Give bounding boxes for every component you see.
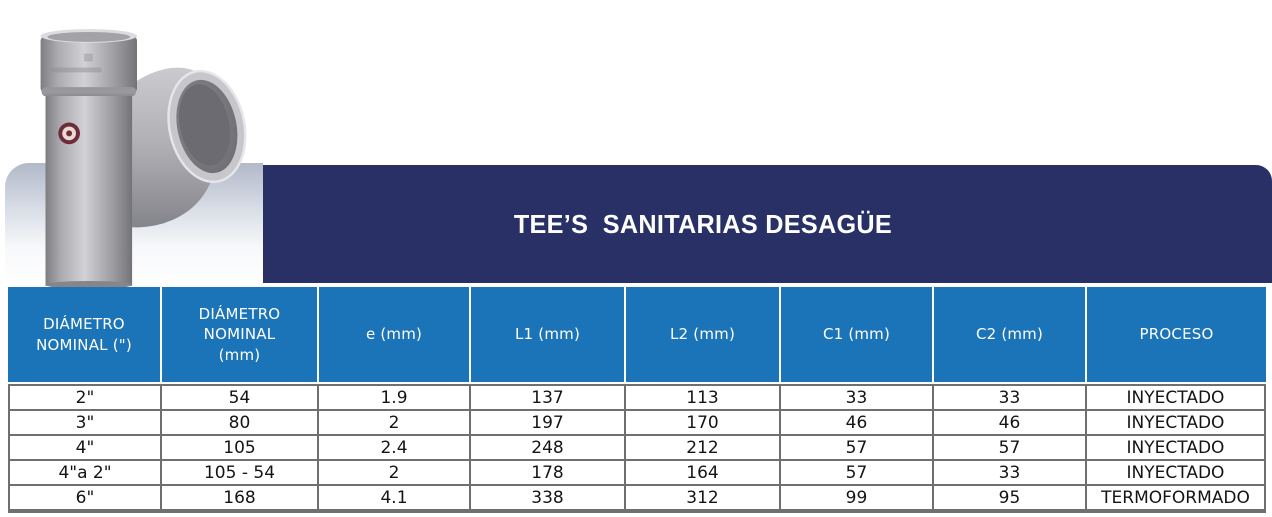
table-cell: 3" bbox=[10, 411, 160, 434]
table-cell: INYECTADO bbox=[1087, 461, 1264, 484]
table-cell: 168 bbox=[162, 486, 317, 509]
table-cell: 33 bbox=[934, 461, 1085, 484]
table-cell: 80 bbox=[162, 411, 317, 434]
table-cell: 248 bbox=[471, 436, 624, 459]
table-cell: 46 bbox=[781, 411, 932, 434]
table-cell: 312 bbox=[626, 486, 779, 509]
table-cell: INYECTADO bbox=[1087, 386, 1264, 409]
table-cell: 4" bbox=[10, 436, 160, 459]
table-cell: 113 bbox=[626, 386, 779, 409]
column-header: e (mm) bbox=[317, 287, 469, 382]
spec-table: DIÁMETRO NOMINAL (") DIÁMETRO NOMINAL (mm… bbox=[8, 287, 1266, 513]
table-cell: 57 bbox=[934, 436, 1085, 459]
table-cell: 33 bbox=[934, 386, 1085, 409]
table-cell: 1.9 bbox=[319, 386, 469, 409]
column-header: C2 (mm) bbox=[932, 287, 1085, 382]
table-header-row: DIÁMETRO NOMINAL (") DIÁMETRO NOMINAL (mm… bbox=[8, 287, 1266, 382]
table-cell: 33 bbox=[781, 386, 932, 409]
table-cell: 57 bbox=[781, 461, 932, 484]
table-cell: 170 bbox=[626, 411, 779, 434]
table-cell: 4.1 bbox=[319, 486, 469, 509]
table-cell: 46 bbox=[934, 411, 1085, 434]
table-cell: 99 bbox=[781, 486, 932, 509]
column-header: PROCESO bbox=[1085, 287, 1266, 382]
tee-top-socket bbox=[40, 35, 138, 94]
product-image bbox=[40, 29, 247, 289]
table-cell: 197 bbox=[471, 411, 624, 434]
table-cell: 95 bbox=[934, 486, 1085, 509]
table-body: 2" 54 1.9 137 113 33 33 INYECTADO 3" 80 2 197 170 46 4… bbox=[8, 384, 1266, 513]
table-cell: 212 bbox=[626, 436, 779, 459]
column-header: L1 (mm) bbox=[469, 287, 624, 382]
table-cell: TERMOFORMADO bbox=[1087, 486, 1264, 509]
table-cell: 4"a 2" bbox=[10, 461, 160, 484]
table-cell: 164 bbox=[626, 461, 779, 484]
table-cell: 2 bbox=[319, 411, 469, 434]
column-header: L2 (mm) bbox=[624, 287, 779, 382]
table-cell: 178 bbox=[471, 461, 624, 484]
table-cell: 2.4 bbox=[319, 436, 469, 459]
page-title: TEE’S SANITARIAS DESAGÜE bbox=[513, 208, 892, 239]
column-header: DIÁMETRO NOMINAL (") bbox=[36, 315, 132, 354]
table-cell: 338 bbox=[471, 486, 624, 509]
table-cell: 54 bbox=[162, 386, 317, 409]
tee-socket-opening bbox=[167, 69, 247, 184]
brand-badge-icon bbox=[58, 122, 80, 145]
table-cell: 137 bbox=[471, 386, 624, 409]
table-cell: 105 - 54 bbox=[162, 461, 317, 484]
table-cell: 105 bbox=[162, 436, 317, 459]
table-cell: INYECTADO bbox=[1087, 411, 1264, 434]
tee-vertical-pipe bbox=[45, 87, 133, 286]
column-header: C1 (mm) bbox=[779, 287, 932, 382]
table-cell: 57 bbox=[781, 436, 932, 459]
table-cell: 2" bbox=[10, 386, 160, 409]
table-cell: 2 bbox=[319, 461, 469, 484]
table-cell: 6" bbox=[10, 486, 160, 509]
column-header: DIÁMETRO NOMINAL (mm) bbox=[160, 287, 317, 382]
title-band: TEE’S SANITARIAS DESAGÜE bbox=[263, 165, 1272, 283]
table-cell: INYECTADO bbox=[1087, 436, 1264, 459]
